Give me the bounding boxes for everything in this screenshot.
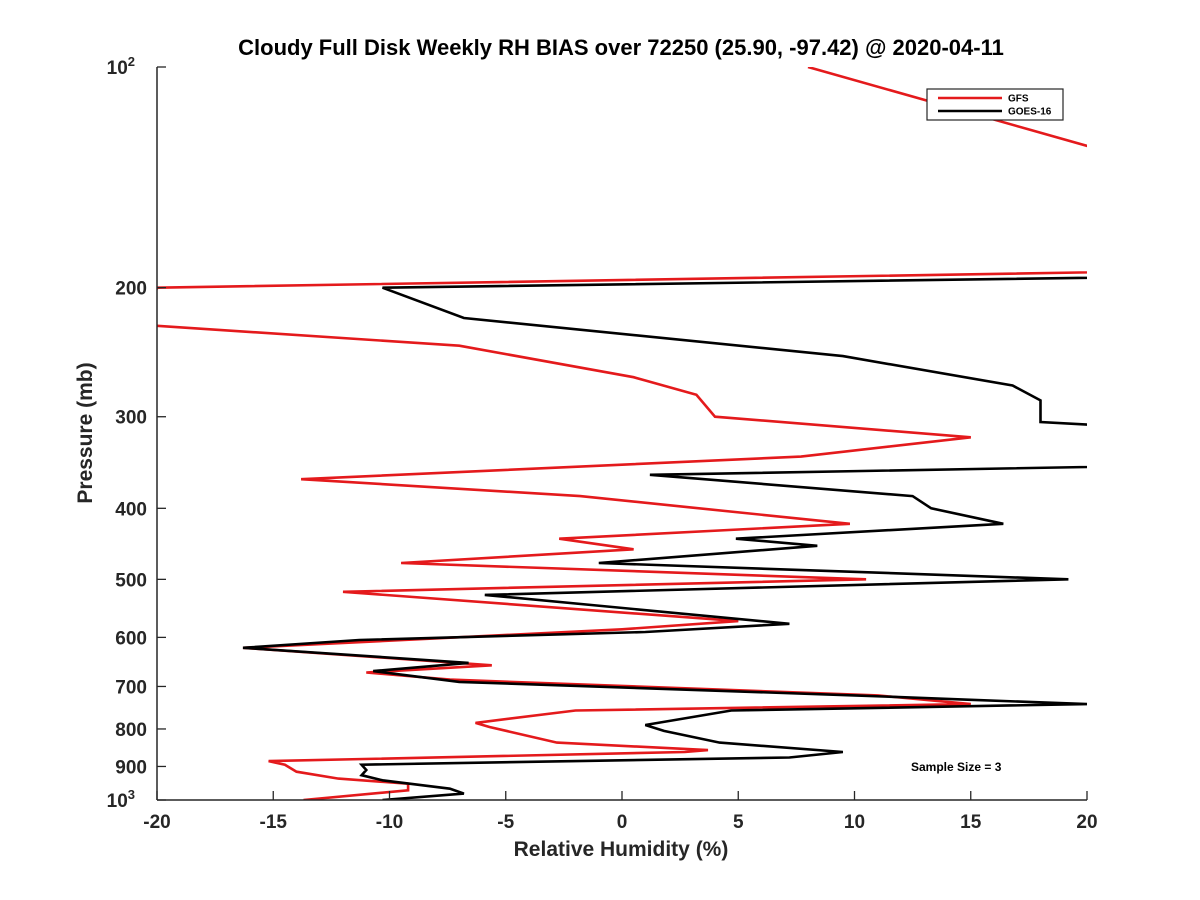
plot-area: [157, 67, 1087, 800]
legend-box: [926, 88, 1064, 121]
x-tick-label: 20: [1076, 812, 1097, 833]
x-tick-label: -15: [260, 812, 288, 833]
legend: GFS GOES-16: [926, 88, 1064, 121]
y-tick-label: 300: [115, 408, 147, 429]
y-tick-label: 700: [115, 677, 147, 698]
y-tick-label: 800: [115, 720, 147, 741]
legend-label: GFS: [1008, 94, 1029, 105]
y-tick-label: 200: [115, 279, 147, 300]
sample-size-annotation: Sample Size = 3: [911, 760, 1002, 774]
y-axis-label: Pressure (mb): [74, 362, 97, 503]
x-tick-label: -10: [376, 812, 403, 833]
x-tick-label: -20: [143, 812, 170, 833]
x-tick-label: -5: [497, 812, 514, 833]
x-tick-label: 0: [617, 812, 628, 833]
x-tick-label: 15: [960, 812, 982, 833]
legend-label: GOES-16: [1008, 107, 1052, 118]
y-tick-label: 103: [107, 787, 135, 812]
series-line-gfs: [157, 67, 1087, 800]
chart-title: Cloudy Full Disk Weekly RH BIAS over 722…: [238, 35, 1004, 60]
x-tick-label: 10: [844, 812, 865, 833]
x-axis-ticks: -20 -15 -10 -5 0 5 10 15 20: [143, 791, 1098, 833]
series-line-goes-16: [242, 276, 1087, 800]
y-tick-label: 600: [115, 628, 147, 649]
y-tick-label: 900: [115, 757, 147, 778]
y-axis-ticks: 102 200 300 400 500 600 700 800 900 103: [107, 54, 166, 812]
y-tick-label: 400: [115, 499, 147, 520]
x-tick-label: 5: [733, 812, 744, 833]
y-tick-label: 102: [107, 54, 135, 79]
y-tick-label: 500: [115, 570, 147, 591]
series-layer: [157, 67, 1087, 800]
x-axis-label: Relative Humidity (%): [514, 838, 729, 861]
